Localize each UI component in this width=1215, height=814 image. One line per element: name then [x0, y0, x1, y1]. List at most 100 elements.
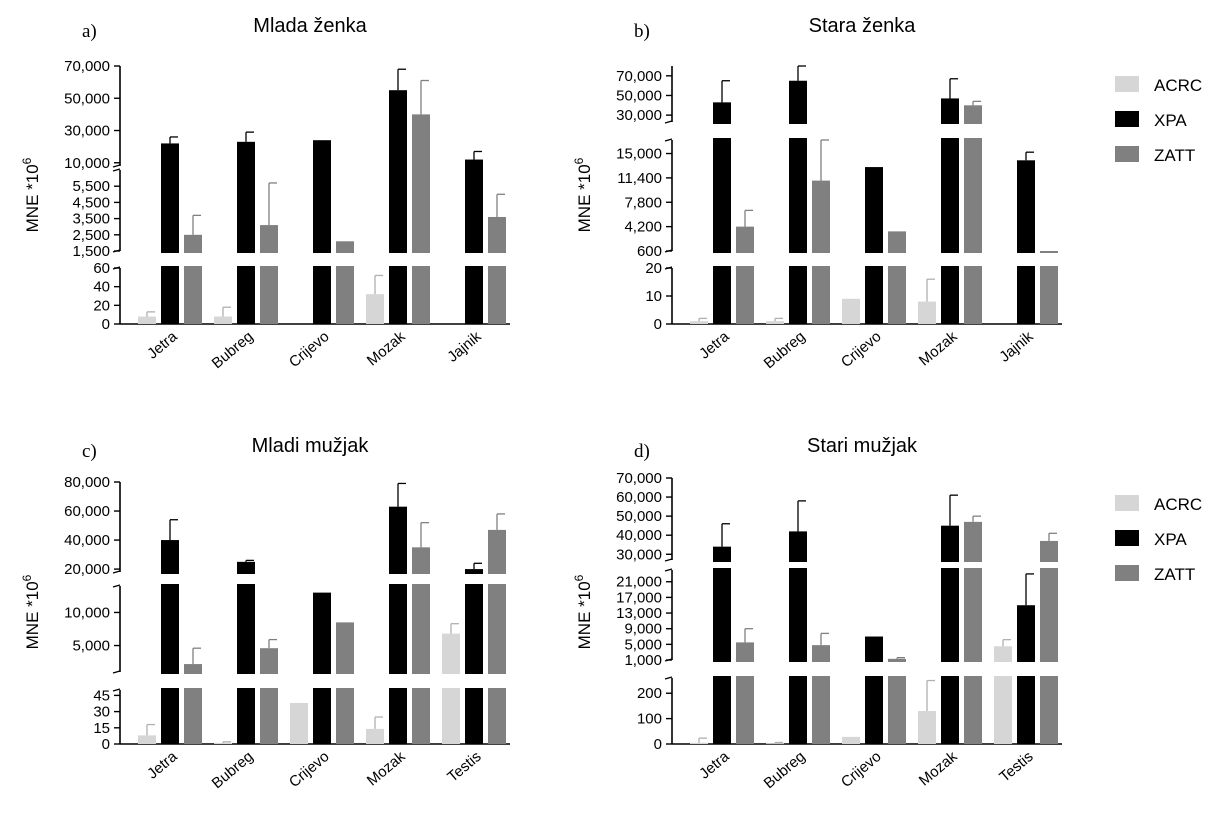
x-category-label: Jetra [144, 328, 181, 363]
bar-break-gap [487, 253, 507, 266]
bar-break-gap [411, 574, 431, 584]
bar-break-gap [388, 253, 408, 266]
y-tick-label: 1,000 [624, 652, 662, 669]
y-tick-label: 13,000 [616, 605, 662, 622]
bar-break-gap [388, 574, 408, 584]
bar-acrc [842, 298, 860, 324]
y-tick-label: 3,500 [72, 211, 110, 228]
bar-acrc [442, 633, 460, 744]
bar-break-gap [236, 674, 256, 688]
panel-letter: c) [82, 441, 97, 462]
bar-break-gap [735, 253, 755, 266]
bar-break-gap [160, 674, 180, 688]
bar-break-gap [335, 253, 355, 266]
chart-title: Stari mužjak [807, 435, 918, 457]
y-tick-label: 9,000 [624, 621, 662, 638]
bar-zatt [812, 180, 830, 324]
bar-zatt [260, 648, 278, 744]
bar-break-gap [712, 562, 732, 568]
bar-acrc [842, 736, 860, 744]
bar-break-gap [236, 253, 256, 266]
y-tick-label: 20,000 [64, 561, 110, 578]
bar-xpa [713, 546, 731, 744]
bar-xpa [789, 531, 807, 744]
bar-break-gap [712, 253, 732, 266]
bar-break-gap [464, 574, 484, 584]
bar-zatt [184, 234, 202, 324]
bar-break-gap [160, 253, 180, 266]
legend-label-zatt: ZATT [1154, 565, 1195, 584]
bar-xpa [865, 167, 883, 324]
x-category-label: Jajnik [444, 328, 485, 366]
y-tick-label: 10,000 [64, 604, 110, 621]
y-tick-label: 5,500 [72, 178, 110, 195]
bar-break-gap [160, 574, 180, 584]
bar-break-gap [940, 562, 960, 568]
x-category-label: Jetra [696, 328, 733, 363]
y-axis-label-superscript: 6 [572, 157, 586, 164]
bar-zatt [488, 529, 506, 744]
y-tick-label: 50,000 [64, 90, 110, 107]
y-tick-label: 20 [645, 260, 662, 277]
bar-break-gap [712, 124, 732, 138]
x-category-label: Jajnik [996, 328, 1037, 366]
y-tick-label: 2,500 [72, 227, 110, 244]
y-axis-label: MNE *106 [20, 157, 42, 232]
bar-zatt [1040, 540, 1058, 744]
axis-break-mark [112, 570, 121, 574]
bar-xpa [237, 561, 255, 744]
bar-acrc [290, 702, 308, 744]
y-tick-label: 20 [93, 297, 110, 314]
x-category-label: Testis [996, 748, 1036, 786]
bar-xpa [161, 540, 179, 744]
bar-break-gap [411, 253, 431, 266]
y-tick-label: 11,400 [617, 170, 662, 187]
bar-zatt [888, 231, 906, 324]
y-tick-label: 30 [93, 704, 110, 721]
chart-panel: Stari mužjak d) MNE *106 0 100 200 1,0005,0009… [572, 435, 1062, 792]
y-axis-label-superscript: 6 [20, 574, 34, 581]
legend-label-acrc: ACRC [1154, 495, 1202, 514]
x-category-label: Crijevo [286, 328, 333, 371]
bar-break-gap [1016, 662, 1036, 676]
y-tick-label: 7,800 [624, 194, 662, 211]
bar-zatt [412, 547, 430, 744]
x-category-label: Mozak [916, 328, 961, 370]
bar-xpa [313, 140, 331, 324]
bar-break-gap [788, 662, 808, 676]
bar-acrc [994, 646, 1012, 744]
x-category-label: Bubreg [209, 748, 257, 792]
bar-break-gap [259, 253, 279, 266]
y-tick-label: 30,000 [616, 107, 662, 124]
legend-label-xpa: XPA [1154, 530, 1187, 549]
bar-xpa [465, 569, 483, 744]
bar-break-gap [887, 253, 907, 266]
bar-xpa [713, 102, 731, 324]
bar-xpa [941, 525, 959, 744]
y-tick-label: 50,000 [616, 87, 662, 104]
axis-break-mark [664, 568, 673, 572]
x-category-label: Crijevo [286, 748, 333, 791]
bar-break-gap [887, 662, 907, 676]
bar-break-gap [464, 253, 484, 266]
x-category-label: Bubreg [761, 748, 809, 792]
bar-break-gap [487, 674, 507, 688]
legend-swatch-acrc [1115, 76, 1139, 92]
y-axis-label-superscript: 6 [572, 574, 586, 581]
bar-zatt [812, 645, 830, 744]
bar-acrc [766, 743, 784, 745]
bar-xpa [465, 159, 483, 324]
axis-break-mark [112, 670, 121, 674]
bar-break-gap [1016, 253, 1036, 266]
x-category-label: Mozak [364, 328, 409, 370]
y-tick-label: 60,000 [64, 503, 110, 520]
x-category-label: Bubreg [761, 328, 809, 372]
bar-acrc [366, 294, 384, 324]
axis-break-mark [112, 688, 121, 692]
bar-break-gap [1039, 662, 1059, 676]
bar-break-gap [183, 253, 203, 266]
y-tick-label: 30,000 [616, 546, 662, 563]
